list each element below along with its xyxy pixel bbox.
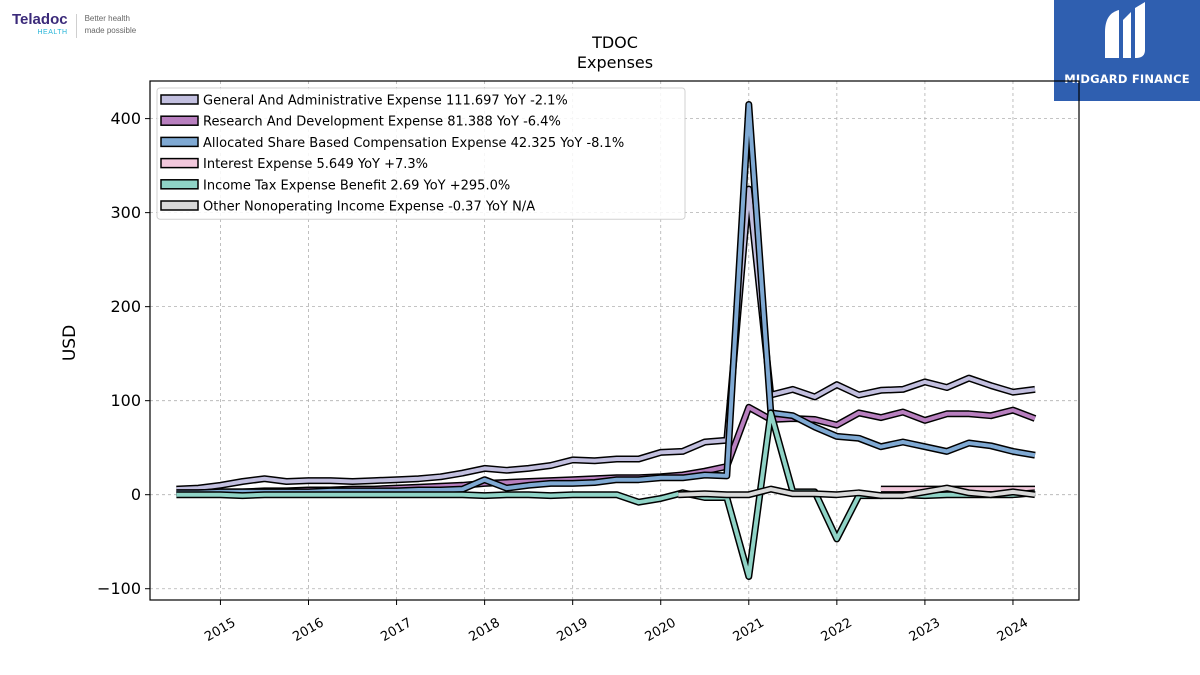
legend-entry: Income Tax Expense Benefit 2.69 YoY +295… [203, 178, 510, 193]
legend-entry: General And Administrative Expense 111.6… [203, 94, 568, 109]
midgard-finance-logo: MIDGARD FINANCE [1054, 0, 1200, 101]
x-axis-ticks: 2015 2016 2017 2018 2019 2020 2021 2022 2023 2024 [202, 600, 1031, 645]
y-tick-label: 100 [110, 391, 141, 410]
y-tick-label: 300 [110, 203, 141, 222]
teladoc-logo: Teladoc HEALTH Better health made possib… [12, 12, 136, 38]
teladoc-logo-sub: HEALTH [37, 29, 68, 36]
series-lines [176, 101, 1037, 580]
legend-swatch [160, 179, 199, 190]
legend-swatch [160, 136, 199, 148]
x-tick-label: 2021 [731, 615, 767, 645]
teladoc-logo-divider [75, 14, 77, 38]
x-tick-label: 2015 [202, 615, 238, 645]
chart-subtitle: Expenses [577, 53, 653, 72]
y-axis-ticks: −100 0 100 200 300 400 [97, 109, 150, 598]
legend-entry: Other Nonoperating Income Expense -0.37 … [203, 200, 535, 215]
x-tick-label: 2023 [907, 615, 943, 645]
series-path [176, 187, 1036, 492]
legend-swatch [160, 94, 199, 105]
teladoc-tagline-1: Better health [84, 14, 130, 23]
series-line-1 [176, 185, 1036, 493]
legend-swatch [160, 115, 199, 126]
y-tick-label: 0 [131, 485, 141, 504]
legend-entry: Interest Expense 5.649 YoY +7.3% [203, 157, 428, 172]
legend-swatch [160, 200, 199, 211]
legend-entry: Allocated Share Based Compensation Expen… [203, 136, 624, 151]
x-tick-label: 2022 [819, 615, 855, 645]
y-tick-label: −100 [97, 579, 141, 598]
x-tick-label: 2017 [378, 615, 414, 645]
x-tick-label: 2019 [555, 615, 591, 645]
teladoc-tagline-2: made possible [84, 26, 137, 35]
x-tick-label: 2016 [290, 615, 326, 645]
plot-frame [149, 80, 1080, 601]
legend-entry: Research And Development Expense 81.388 … [203, 115, 561, 130]
y-axis-label: USD [60, 325, 80, 361]
midgard-logo-name: MIDGARD FINANCE [1064, 72, 1190, 86]
legend-swatch [160, 157, 199, 169]
legend: General And Administrative Expense 111.6… [156, 87, 686, 220]
legend-box [156, 87, 686, 220]
series-line-6 [678, 484, 1036, 500]
y-tick-label: 200 [110, 297, 141, 316]
y-tick-label: 400 [110, 109, 141, 128]
x-tick-label: 2020 [643, 615, 679, 645]
midgard-mark-icon [1105, 2, 1145, 58]
chart-title: TDOC [591, 33, 638, 52]
x-tick-label: 2018 [466, 615, 502, 645]
x-tick-label: 2024 [995, 615, 1031, 645]
teladoc-logo-name: Teladoc [12, 11, 68, 28]
series-path [678, 486, 1036, 498]
